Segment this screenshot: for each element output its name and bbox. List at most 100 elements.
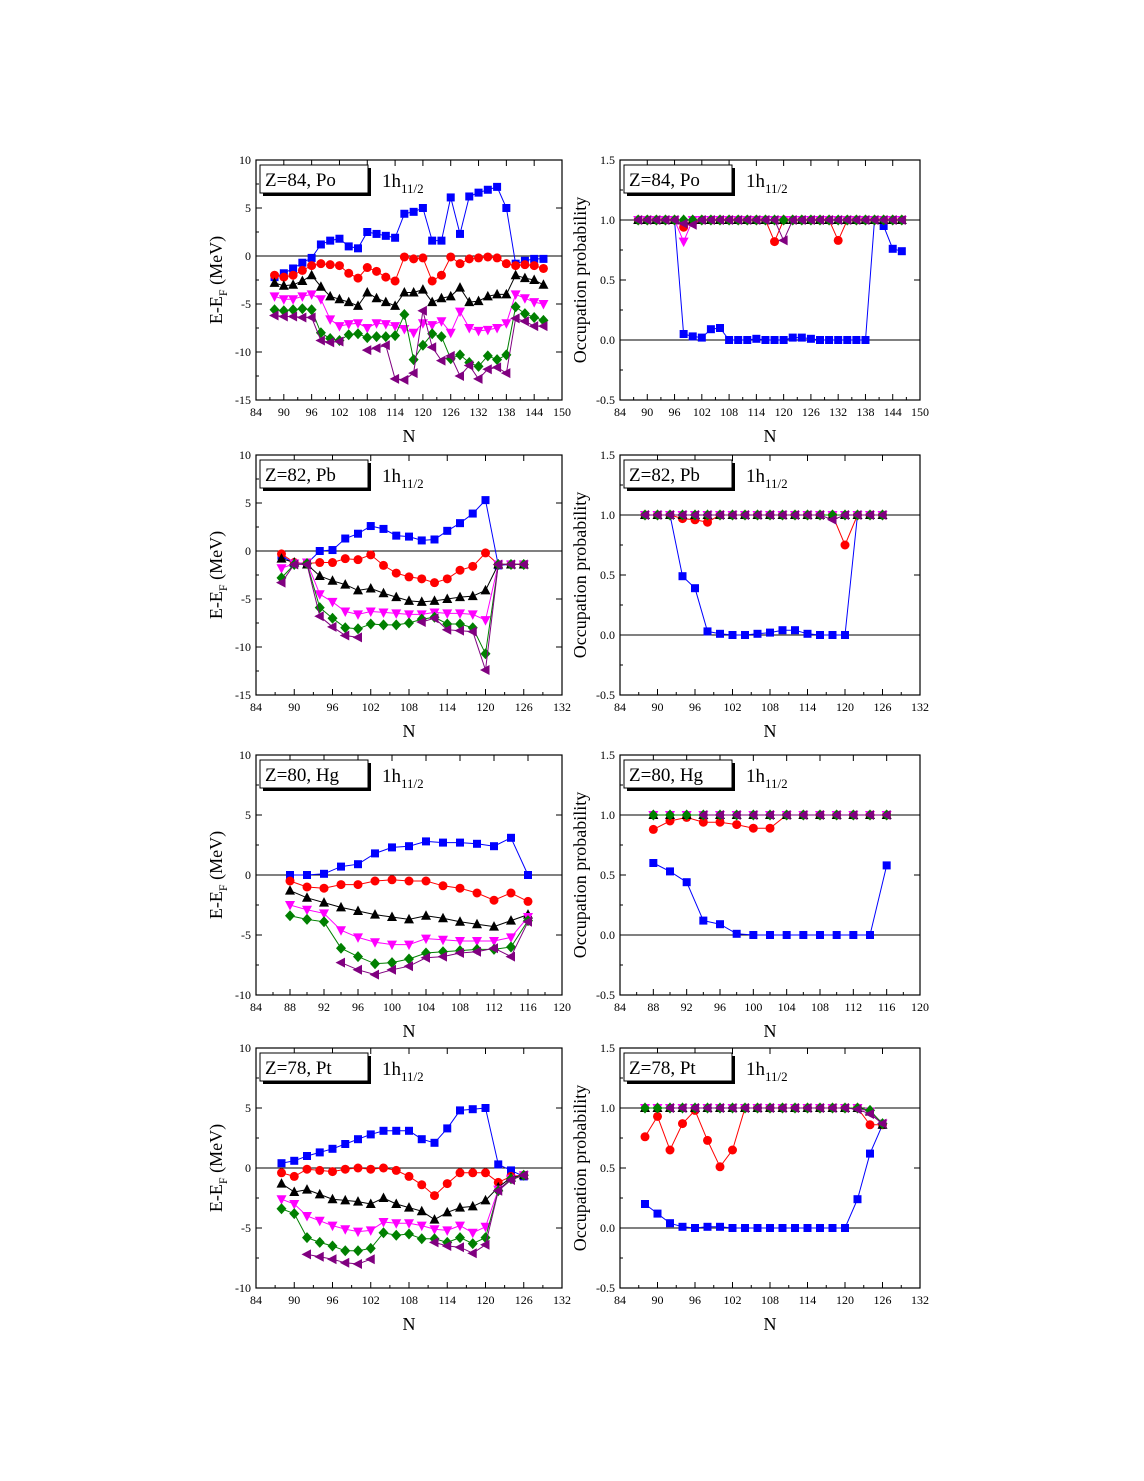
- data-point: [816, 336, 824, 344]
- data-point: [468, 1105, 477, 1114]
- y-tick-label: 0: [245, 249, 251, 263]
- title-box: [259, 459, 369, 489]
- data-point: [864, 810, 874, 820]
- series-11-2: [649, 859, 891, 939]
- y-tick-label: 1.0: [600, 1101, 615, 1115]
- orbital-label-main: 1h: [382, 766, 402, 787]
- data-point: [353, 905, 363, 915]
- x-axis-label: N: [764, 1314, 777, 1334]
- data-point: [370, 909, 380, 919]
- data-point: [816, 1224, 824, 1232]
- data-point: [404, 940, 414, 951]
- data-point: [455, 1232, 465, 1244]
- data-point: [442, 1179, 452, 1189]
- data-point: [353, 933, 363, 943]
- data-point: [307, 253, 316, 262]
- y-axis-label: Occupation probability: [570, 492, 590, 658]
- y-axis-label-text: Occupation probability: [570, 1085, 590, 1251]
- data-point: [510, 269, 521, 280]
- y-tick-label: 1.5: [600, 748, 615, 762]
- data-point: [436, 292, 447, 303]
- title-box: [259, 1052, 369, 1082]
- data-point: [687, 219, 697, 230]
- chart-panel-pt-energy: 84 90 96 102 108 114 120 126 132 -10 -5 0 5 10 N E-EF (…: [206, 1041, 571, 1334]
- data-point: [417, 1180, 427, 1190]
- data-point: [759, 215, 770, 225]
- data-point: [510, 301, 521, 313]
- data-point: [371, 343, 381, 354]
- orbital-label-sub: 11/2: [401, 476, 424, 491]
- data-point: [669, 215, 679, 225]
- data-point: [430, 535, 439, 544]
- data-point: [370, 958, 380, 970]
- data-point: [796, 215, 806, 225]
- data-point: [778, 626, 787, 635]
- data-point: [408, 328, 419, 339]
- x-tick-label: 120: [775, 405, 793, 419]
- data-point: [366, 1130, 375, 1139]
- data-point: [344, 242, 353, 251]
- series-1-2: [269, 305, 548, 385]
- data-point: [435, 355, 446, 366]
- data-point: [869, 215, 879, 225]
- y-tick-label: -15: [235, 688, 251, 702]
- x-tick-label: 132: [829, 405, 847, 419]
- data-point: [788, 333, 797, 342]
- data-point: [877, 1118, 887, 1129]
- data-point: [510, 290, 521, 300]
- data-point: [306, 269, 317, 280]
- data-point: [538, 300, 549, 310]
- data-point: [353, 623, 363, 635]
- data-point: [404, 1219, 414, 1229]
- data-point: [387, 940, 397, 951]
- data-point: [878, 215, 888, 225]
- y-tick-label: -5: [241, 928, 251, 942]
- data-point: [489, 921, 499, 931]
- data-point: [399, 286, 410, 297]
- x-tick-label: 126: [874, 1293, 892, 1307]
- data-point: [297, 303, 308, 315]
- data-point: [371, 849, 379, 858]
- x-tick-label: 112: [485, 1000, 503, 1014]
- data-point: [841, 631, 849, 639]
- data-point: [797, 333, 806, 342]
- data-point: [315, 547, 324, 555]
- data-point: [387, 911, 397, 921]
- data-point: [850, 215, 861, 225]
- x-tick-label: 144: [884, 405, 902, 419]
- data-point: [828, 631, 837, 639]
- data-point: [789, 1103, 799, 1113]
- x-tick-label: 108: [400, 1293, 418, 1307]
- data-point: [314, 1216, 325, 1227]
- data-point: [522, 916, 532, 927]
- data-point: [852, 336, 861, 344]
- series-1-2: [632, 215, 906, 246]
- x-tick-label: 102: [724, 700, 742, 714]
- x-tick-label: 88: [647, 1000, 659, 1014]
- data-point: [840, 540, 850, 550]
- y-tick-label: 10: [239, 748, 251, 762]
- y-tick-label: 0: [245, 544, 251, 558]
- data-point: [467, 626, 477, 637]
- data-point: [456, 229, 464, 238]
- x-tick-label: 92: [681, 1000, 693, 1014]
- y-tick-label: 5: [245, 1101, 251, 1115]
- panel-title: Z=84, Po: [629, 170, 700, 191]
- data-point: [455, 883, 465, 893]
- data-point: [473, 326, 484, 337]
- data-point: [696, 215, 706, 225]
- data-point: [315, 335, 325, 346]
- data-point: [302, 1164, 312, 1174]
- data-point: [866, 1149, 874, 1158]
- series-9-2: [640, 1103, 887, 1172]
- data-point: [806, 334, 815, 343]
- data-point: [467, 590, 478, 601]
- data-point: [640, 1132, 650, 1142]
- data-point: [743, 336, 752, 344]
- y-axis-label-text: Occupation probability: [570, 792, 590, 958]
- data-point: [343, 296, 354, 307]
- series-line: [653, 862, 888, 936]
- series-9-2: [285, 875, 533, 906]
- data-point: [426, 342, 437, 353]
